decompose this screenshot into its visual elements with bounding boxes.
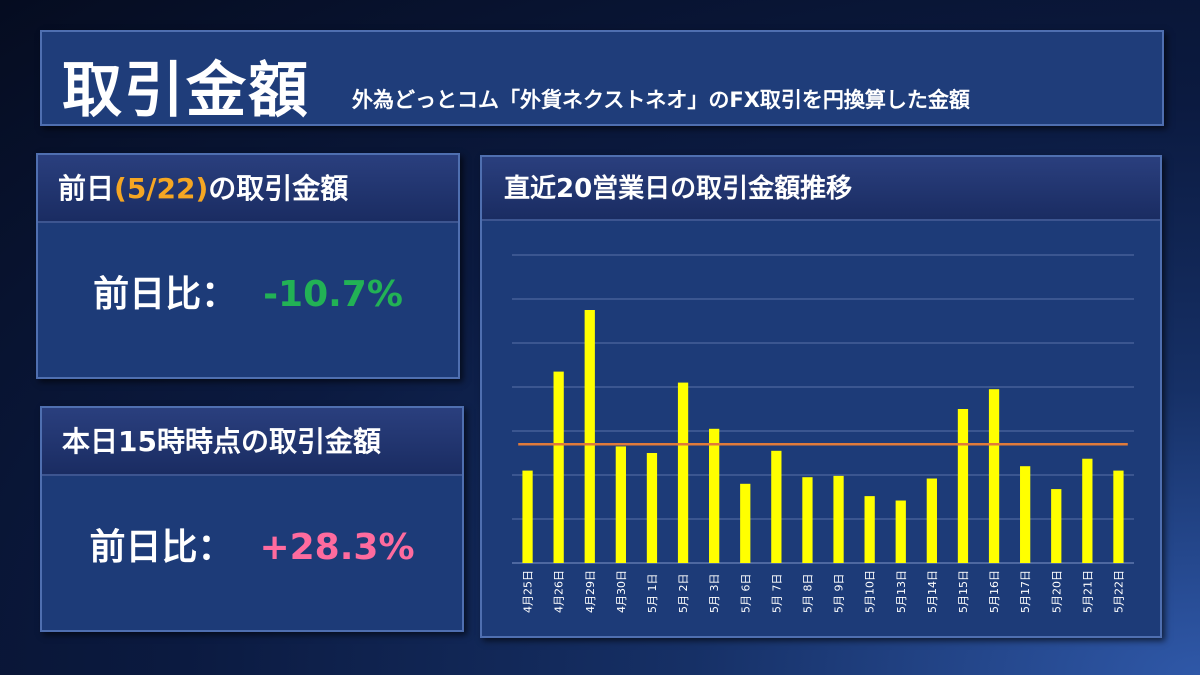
bar-1 <box>553 371 564 563</box>
previous-day-ratio: 前日比： -10.7% <box>38 265 458 317</box>
title-banner: 取引金額 外為どっとコム「外貨ネクストネオ」のFX取引を円換算した金額 <box>40 30 1164 126</box>
x-tick-label-5: 5月 2日 <box>677 574 690 614</box>
previous-day-title-suffix: の取引金額 <box>208 172 349 205</box>
previous-day-title-prefix: 前日 <box>58 172 115 205</box>
today-ratio-value: +28.3% <box>259 527 415 568</box>
x-tick-label-9: 5月 8日 <box>801 574 814 614</box>
bar-18 <box>1082 458 1093 563</box>
today-header: 本日15時時点の取引金額 <box>42 408 462 476</box>
today-panel: 本日15時時点の取引金額 前日比： +28.3% <box>40 406 464 632</box>
x-tick-label-15: 5月16日 <box>988 570 1001 613</box>
x-tick-label-1: 4月26日 <box>553 570 566 613</box>
x-tick-label-4: 5月 1日 <box>646 574 659 614</box>
x-tick-label-3: 4月30日 <box>615 570 628 613</box>
bar-3 <box>615 446 626 563</box>
x-tick-label-11: 5月10日 <box>864 570 877 613</box>
chart-panel: 直近20営業日の取引金額推移 4月25日 4月26日 4月29日 4月30日 5月 1日… <box>480 155 1162 638</box>
x-tick-label-16: 5月17日 <box>1019 570 1032 613</box>
x-tick-label-6: 5月 3日 <box>708 574 721 614</box>
bar-0 <box>522 470 533 563</box>
bar-19 <box>1113 470 1124 563</box>
today-ratio: 前日比： +28.3% <box>42 518 462 570</box>
bar-7 <box>740 483 751 563</box>
x-tick-label-17: 5月20日 <box>1050 570 1063 613</box>
x-tick-label-19: 5月22日 <box>1112 570 1125 613</box>
previous-day-ratio-label: 前日比： <box>93 274 238 315</box>
previous-day-ratio-value: -10.7% <box>263 274 403 315</box>
bar-4 <box>646 453 658 563</box>
bar-16 <box>1020 466 1031 563</box>
page-subtitle: 外為どっとコム「外貨ネクストネオ」のFX取引を円換算した金額 <box>352 88 970 112</box>
previous-day-panel: 前日(5/22)の取引金額 前日比： -10.7% <box>36 153 460 379</box>
bar-6 <box>709 428 720 563</box>
bar-12 <box>895 500 906 563</box>
bar-8 <box>771 450 782 563</box>
bar-11 <box>864 496 875 563</box>
previous-day-date: (5/22) <box>114 172 209 205</box>
x-tick-label-10: 5月 9日 <box>833 574 846 614</box>
bar-5 <box>677 382 689 563</box>
previous-day-header: 前日(5/22)の取引金額 <box>38 155 458 223</box>
bar-chart: 4月25日 4月26日 4月29日 4月30日 5月 1日 5月 2日 5月 3日 5月 6日… <box>512 254 1134 614</box>
bar-15 <box>988 389 1000 563</box>
bar-2 <box>584 310 595 563</box>
x-tick-label-12: 5月13日 <box>895 570 908 613</box>
today-ratio-label: 前日比： <box>89 527 234 568</box>
x-tick-label-8: 5月 7日 <box>770 574 783 614</box>
x-tick-label-0: 4月25日 <box>522 570 535 613</box>
x-tick-label-14: 5月15日 <box>957 570 970 613</box>
bar-9 <box>802 477 813 563</box>
x-tick-label-2: 4月29日 <box>584 570 597 613</box>
x-tick-label-18: 5月21日 <box>1081 570 1094 613</box>
x-tick-label-13: 5月14日 <box>926 570 939 613</box>
bar-10 <box>833 475 844 563</box>
page-title: 取引金額 <box>62 56 310 126</box>
bar-14 <box>957 409 969 563</box>
bar-13 <box>926 478 937 563</box>
bar-17 <box>1051 489 1062 563</box>
chart-title: 直近20営業日の取引金額推移 <box>482 157 1160 221</box>
x-tick-label-7: 5月 6日 <box>739 574 752 614</box>
